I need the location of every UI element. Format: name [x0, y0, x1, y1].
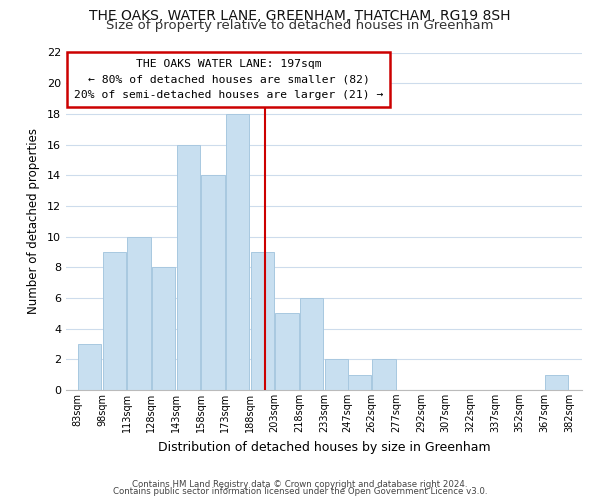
Text: Contains HM Land Registry data © Crown copyright and database right 2024.: Contains HM Land Registry data © Crown c…: [132, 480, 468, 489]
Y-axis label: Number of detached properties: Number of detached properties: [27, 128, 40, 314]
Bar: [202, 175, 225, 390]
Bar: [78, 344, 101, 390]
Bar: [177, 144, 200, 390]
Bar: [300, 298, 323, 390]
X-axis label: Distribution of detached houses by size in Greenham: Distribution of detached houses by size …: [158, 440, 490, 454]
Bar: [347, 374, 371, 390]
Text: THE OAKS, WATER LANE, GREENHAM, THATCHAM, RG19 8SH: THE OAKS, WATER LANE, GREENHAM, THATCHAM…: [89, 9, 511, 23]
Text: Contains public sector information licensed under the Open Government Licence v3: Contains public sector information licen…: [113, 487, 487, 496]
Bar: [275, 314, 299, 390]
Bar: [226, 114, 250, 390]
Text: THE OAKS WATER LANE: 197sqm
← 80% of detached houses are smaller (82)
20% of sem: THE OAKS WATER LANE: 197sqm ← 80% of det…: [74, 59, 383, 100]
Bar: [103, 252, 126, 390]
Text: Size of property relative to detached houses in Greenham: Size of property relative to detached ho…: [106, 19, 494, 32]
Bar: [152, 268, 175, 390]
Bar: [251, 252, 274, 390]
Bar: [545, 374, 568, 390]
Bar: [373, 360, 395, 390]
Bar: [127, 236, 151, 390]
Bar: [325, 360, 348, 390]
